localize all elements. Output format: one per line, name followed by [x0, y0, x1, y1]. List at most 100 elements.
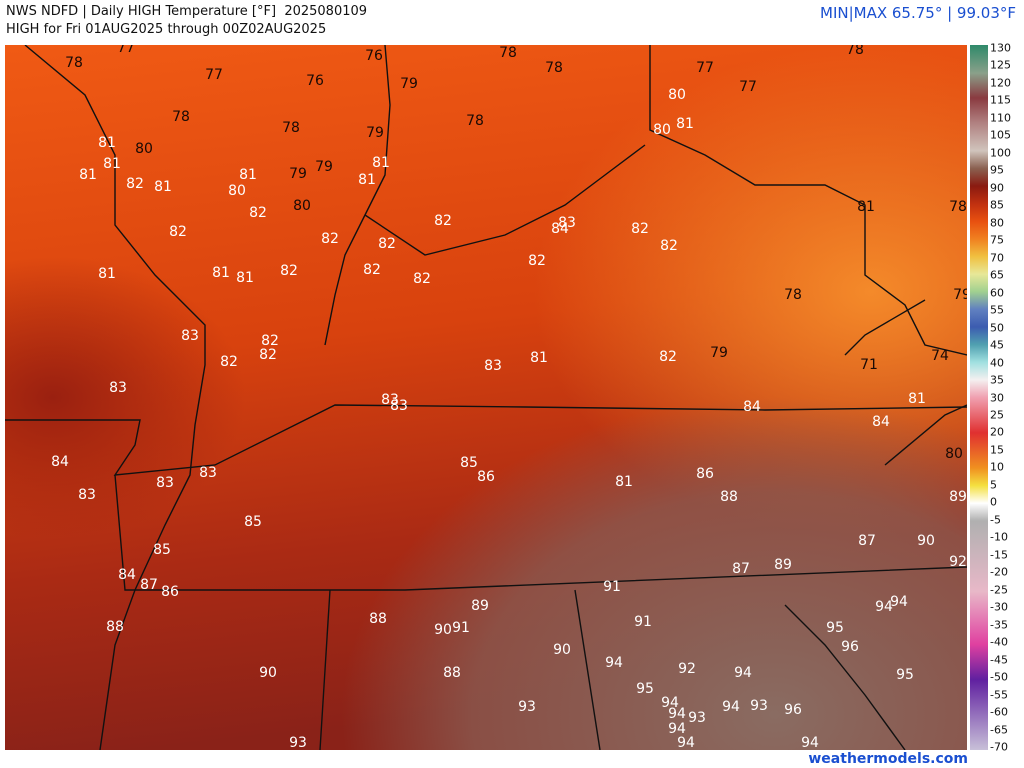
- temperature-label: 89: [774, 557, 792, 573]
- temperature-label: 83: [381, 392, 399, 408]
- temperature-label: 82: [659, 349, 677, 365]
- temperature-label: 81: [372, 155, 390, 171]
- temperature-label: 94: [734, 665, 752, 681]
- temperature-label: 91: [452, 620, 470, 636]
- color-bar-label: -20: [990, 565, 1008, 579]
- temperature-label: 78: [784, 287, 802, 303]
- color-bar-label: 40: [990, 356, 1004, 370]
- temperature-label: 74: [931, 348, 949, 364]
- temperature-label: 82: [261, 333, 279, 349]
- color-bar-label: 115: [990, 93, 1011, 107]
- temperature-label: 78: [949, 199, 967, 215]
- color-bar-label: 130: [990, 41, 1011, 55]
- temperature-label: 94: [890, 594, 908, 610]
- color-bar-label: 105: [990, 128, 1011, 142]
- temperature-label: 82: [413, 271, 431, 287]
- temperature-label: 82: [220, 354, 238, 370]
- temperature-label: 94: [677, 735, 695, 750]
- color-bar-label: -60: [990, 705, 1008, 719]
- temperature-label: 83: [558, 215, 576, 231]
- temperature-label: 93: [688, 710, 706, 726]
- color-bar-label: 110: [990, 111, 1011, 125]
- temperature-label: 88: [720, 489, 738, 505]
- temperature-label: 94: [668, 706, 686, 722]
- temperature-label: 90: [553, 642, 571, 658]
- temperature-label: 79: [953, 287, 967, 303]
- temperature-label: 94: [605, 655, 623, 671]
- temperature-label: 86: [161, 584, 179, 600]
- temperature-label: 88: [443, 665, 461, 681]
- color-bar-label: 80: [990, 216, 1004, 230]
- color-bar-label: 5: [990, 478, 997, 492]
- temperature-label: 84: [551, 221, 569, 237]
- color-bar-label: 85: [990, 198, 1004, 212]
- temperature-label: 88: [369, 611, 387, 627]
- min-max: MIN|MAX 65.75° | 99.03°F: [820, 4, 1016, 22]
- color-bar-label: 50: [990, 321, 1004, 335]
- color-bar-label: -30: [990, 600, 1008, 614]
- temperature-label: 85: [153, 542, 171, 558]
- temperature-label: 82: [126, 176, 144, 192]
- temperature-label: 81: [79, 167, 97, 183]
- temperature-label: 82: [660, 238, 678, 254]
- subtitle: HIGH for Fri 01AUG2025 through 00Z02AUG2…: [6, 22, 327, 37]
- temperature-label: 83: [78, 487, 96, 503]
- color-bar-label: 45: [990, 338, 1004, 352]
- title: NWS NDFD | Daily HIGH Temperature [°F] 2…: [6, 4, 368, 19]
- temperature-label: 78: [499, 45, 517, 61]
- temperature-label: 82: [363, 262, 381, 278]
- color-bar-label: -45: [990, 653, 1008, 667]
- color-bar-label: -40: [990, 635, 1008, 649]
- color-bar-label: -15: [990, 548, 1008, 562]
- temperature-label: 81: [615, 474, 633, 490]
- temperature-label: 81: [98, 266, 116, 282]
- temperature-label: 71: [860, 357, 878, 373]
- color-bar-label: 15: [990, 443, 1004, 457]
- temperature-label: 92: [949, 554, 967, 570]
- color-bar-label: 90: [990, 181, 1004, 195]
- temperature-label: 81: [239, 167, 257, 183]
- temperature-label: 80: [228, 183, 246, 199]
- temperature-label: 81: [236, 270, 254, 286]
- color-bar: [970, 45, 988, 750]
- temperature-label: 81: [358, 172, 376, 188]
- color-bar-label: -35: [990, 618, 1008, 632]
- temperature-label: 94: [801, 735, 819, 750]
- temperature-label: 82: [528, 253, 546, 269]
- color-bar-label: 10: [990, 460, 1004, 474]
- temperature-label: 95: [636, 681, 654, 697]
- temperature-label: 85: [460, 455, 478, 471]
- temperature-label: 89: [471, 598, 489, 614]
- temperature-label: 77: [739, 79, 757, 95]
- temperature-label: 83: [156, 475, 174, 491]
- temperature-label: 87: [140, 577, 158, 593]
- temperature-label: 83: [199, 465, 217, 481]
- temperature-label: 81: [103, 156, 121, 172]
- temperature-label: 79: [710, 345, 728, 361]
- temperature-label: 78: [466, 113, 484, 129]
- temperature-label: 82: [631, 221, 649, 237]
- temperature-label: 81: [212, 265, 230, 281]
- temperature-label: 90: [434, 622, 452, 638]
- temperature-label: 79: [400, 76, 418, 92]
- temperature-label: 95: [826, 620, 844, 636]
- temperature-label: 76: [365, 48, 383, 64]
- color-bar-label: -10: [990, 530, 1008, 544]
- temperature-label: 83: [109, 380, 127, 396]
- color-bar-label: -50: [990, 670, 1008, 684]
- color-bar-label: -65: [990, 723, 1008, 737]
- temperature-label: 94: [668, 721, 686, 737]
- temperature-label: 77: [696, 60, 714, 76]
- temperature-label: 84: [51, 454, 69, 470]
- temperature-label: 76: [306, 73, 324, 89]
- temperature-label: 79: [315, 159, 333, 175]
- color-bar-label: 75: [990, 233, 1004, 247]
- temperature-label: 86: [477, 469, 495, 485]
- temperature-label: 82: [259, 347, 277, 363]
- temperature-label: 92: [678, 661, 696, 677]
- color-bar-label: 95: [990, 163, 1004, 177]
- temperature-label: 82: [249, 205, 267, 221]
- temperature-label: 87: [732, 561, 750, 577]
